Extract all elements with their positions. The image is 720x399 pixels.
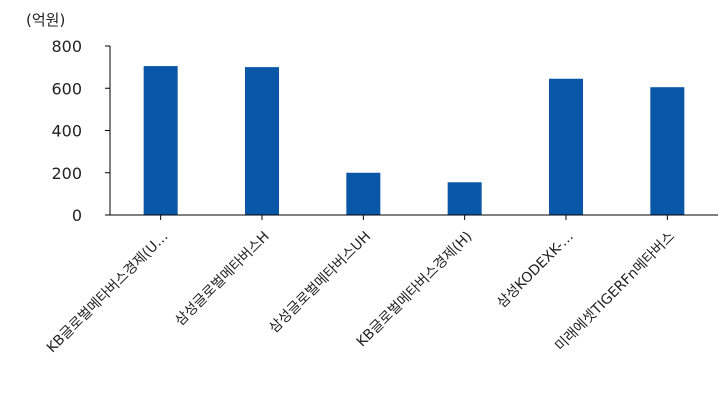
bars bbox=[143, 66, 685, 216]
bar bbox=[549, 78, 583, 216]
x-tick-label: 삼성글로벌메타버스UH bbox=[266, 229, 374, 337]
y-tick-label: 0 bbox=[72, 206, 82, 225]
x-axis: KB글로벌메타버스경제(U… 삼성글로벌메타버스H삼성글로벌메타버스UHKB글로벌… bbox=[44, 214, 718, 357]
y-tick-label: 200 bbox=[51, 164, 82, 183]
x-tick-label: 삼성KODEXK-… bbox=[494, 229, 577, 312]
y-axis: 0 200 400 600 800 bbox=[51, 37, 111, 225]
x-tick-label: 삼성글로벌메타버스H bbox=[172, 229, 273, 330]
bar bbox=[346, 172, 381, 215]
x-tick-label: KB글로벌메타버스경제(H) bbox=[354, 229, 476, 351]
x-tick-label: KB글로벌메타버스경제(U… bbox=[44, 229, 172, 357]
y-tick-label: 800 bbox=[51, 37, 82, 56]
y-tick-label: 600 bbox=[51, 79, 82, 98]
bar bbox=[245, 67, 279, 215]
unit-label: (억원) bbox=[26, 11, 65, 29]
y-tick-label: 400 bbox=[51, 122, 82, 141]
bar bbox=[650, 87, 685, 215]
x-tick-label: 미래에셋TIGERFn메타버스 bbox=[552, 228, 678, 354]
bar bbox=[447, 182, 482, 215]
bar bbox=[143, 66, 178, 215]
